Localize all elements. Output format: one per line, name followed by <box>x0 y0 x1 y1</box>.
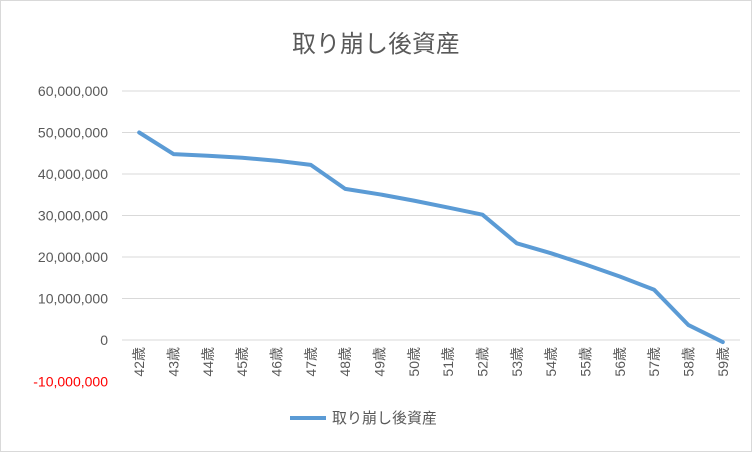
y-tick-label: 10,000,000 <box>38 291 108 307</box>
chart-title: 取り崩し後資産 <box>292 30 460 58</box>
data-point <box>310 164 312 166</box>
legend-label: 取り崩し後資産 <box>332 409 438 427</box>
data-point <box>173 153 174 155</box>
x-tick-label: 45歳 <box>234 347 250 377</box>
legend: 取り崩し後資産 <box>290 407 437 428</box>
data-point <box>241 157 243 159</box>
data-point <box>688 324 689 326</box>
x-tick-label: 50歳 <box>406 347 422 377</box>
x-tick-label: 43歳 <box>166 347 182 377</box>
data-point <box>619 276 621 278</box>
x-tick-label: 57歳 <box>646 347 662 377</box>
data-point <box>413 200 415 202</box>
data-point <box>585 263 586 265</box>
x-tick-label: 53歳 <box>509 347 525 377</box>
data-point <box>516 242 518 244</box>
data-point <box>379 193 380 195</box>
legend-swatch <box>290 415 326 420</box>
x-tick-label: 47歳 <box>303 347 319 377</box>
y-tick-label: 40,000,000 <box>38 166 108 182</box>
data-point <box>482 214 483 216</box>
data-point <box>722 341 724 343</box>
x-tick-label: 49歳 <box>372 347 388 377</box>
data-point <box>207 155 209 157</box>
data-point <box>276 160 277 162</box>
x-tick-label: 51歳 <box>440 347 456 377</box>
data-point <box>344 188 346 190</box>
y-tick-label: 20,000,000 <box>38 249 108 265</box>
y-tick-label: 60,000,000 <box>38 83 108 99</box>
y-tick-label: 0 <box>100 332 108 348</box>
data-point <box>653 289 655 291</box>
x-tick-label: 58歳 <box>681 347 697 377</box>
y-tick-label: -10,000,000 <box>33 374 108 390</box>
x-tick-label: 52歳 <box>475 347 491 377</box>
x-tick-label: 59歳 <box>715 347 731 377</box>
series-line <box>137 130 725 345</box>
x-tick-label: 56歳 <box>612 347 628 377</box>
x-tick-label: 55歳 <box>578 347 594 377</box>
x-tick-label: 48歳 <box>337 347 353 377</box>
x-tick-label: 46歳 <box>269 347 285 377</box>
y-tick-label: 30,000,000 <box>38 208 108 224</box>
data-point <box>550 252 552 254</box>
y-tick-label: 50,000,000 <box>38 125 108 141</box>
x-tick-label: 44歳 <box>200 347 216 377</box>
x-tick-label: 42歳 <box>131 347 147 377</box>
x-tick-label: 54歳 <box>543 347 559 377</box>
data-point <box>447 207 449 209</box>
data-point <box>138 132 140 133</box>
